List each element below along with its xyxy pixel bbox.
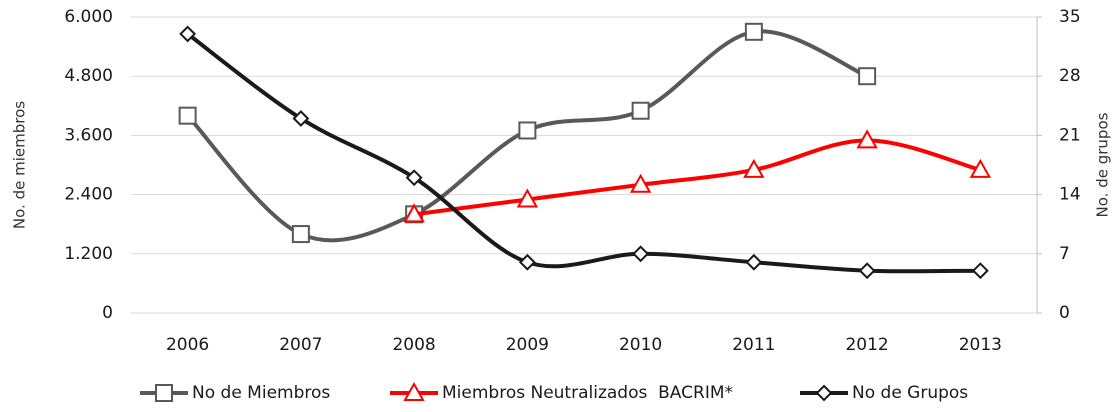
marker (858, 262, 876, 280)
legend-label: Miembros Neutralizados BACRIM* (442, 383, 733, 403)
y2-tick-label: 0 (1059, 303, 1070, 323)
series-line (186, 32, 981, 274)
y2-tick-label: 35 (1059, 7, 1081, 27)
y-tick-label: 6.000 (64, 7, 113, 27)
marker (292, 110, 310, 127)
marker (744, 22, 763, 41)
marker (405, 169, 423, 187)
marker (745, 253, 763, 271)
marker (518, 121, 537, 140)
y2-tick-label: 7 (1059, 244, 1070, 264)
y-tick-label: 3.600 (64, 125, 113, 145)
y-tick-label: 4.800 (64, 66, 113, 86)
y2-tick-label: 14 (1059, 185, 1081, 205)
marker (291, 225, 310, 244)
marker (815, 384, 833, 402)
marker (178, 106, 197, 125)
marker (858, 67, 877, 86)
marker (179, 25, 197, 43)
x-tick-label: 2007 (279, 335, 322, 355)
marker (518, 253, 536, 271)
marker (743, 158, 765, 178)
marker (632, 245, 650, 263)
marker (631, 101, 650, 120)
x-tick-label: 2011 (732, 335, 775, 355)
x-tick-label: 2009 (506, 335, 549, 355)
x-tick-label: 2012 (845, 335, 888, 355)
series-line (413, 138, 981, 217)
x-tick-label: 2008 (392, 335, 435, 355)
y2-tick-label: 21 (1059, 125, 1081, 145)
y2-axis-title: No. de grupos (1094, 112, 1112, 217)
x-tick-label: 2006 (166, 335, 209, 355)
marker (155, 384, 173, 402)
legend-label: No de Miembros (192, 383, 330, 403)
marker (516, 188, 539, 208)
marker (629, 173, 652, 193)
marker (969, 158, 992, 178)
marker (971, 262, 989, 280)
marker (403, 203, 425, 223)
marker (856, 129, 878, 149)
y-axis-title: No. de miembros (11, 101, 29, 229)
marker (403, 381, 425, 401)
x-tick-label: 2010 (619, 335, 662, 355)
y2-tick-label: 28 (1059, 66, 1081, 86)
y-tick-label: 0 (102, 303, 113, 323)
x-tick-label: 2013 (959, 335, 1002, 355)
y-tick-label: 1.200 (64, 244, 113, 264)
y-tick-label: 2.400 (64, 185, 113, 205)
legend-label: No de Grupos (852, 383, 968, 403)
